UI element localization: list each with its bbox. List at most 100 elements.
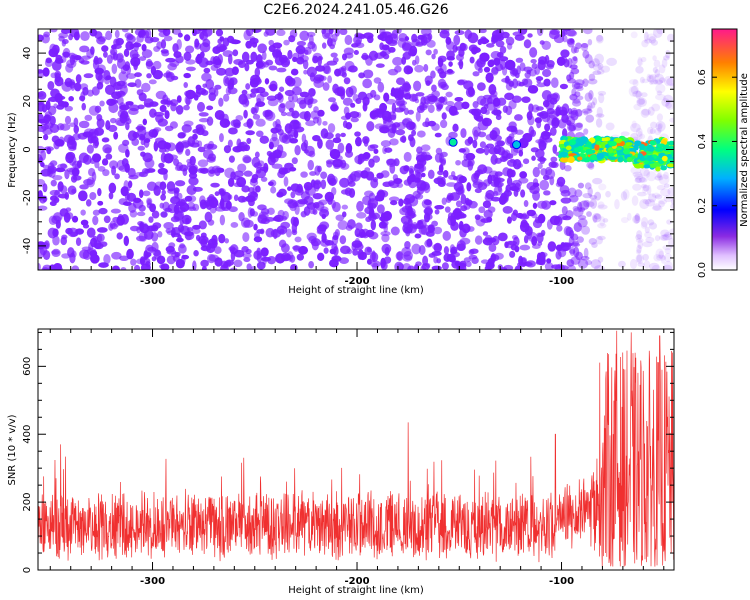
spectrogram-cell (573, 222, 582, 233)
spectrogram-cell (98, 207, 108, 215)
spectrogram-cell (578, 215, 587, 221)
spectrogram-cell (430, 70, 436, 79)
spectrogram-cell (350, 117, 359, 123)
spectrogram-cell (406, 66, 414, 74)
spectrogram-cell (476, 169, 484, 175)
spectrogram-cell (326, 37, 333, 47)
spectrogram-cell (597, 235, 606, 241)
spectrogram-cell (532, 190, 541, 201)
spectrogram-cell (382, 181, 392, 188)
spectrogram-cell (499, 59, 506, 71)
spectrogram-cell (563, 30, 568, 36)
spectrogram-cell (424, 117, 430, 128)
spectrogram-cell (661, 58, 668, 68)
spectrogram-cell (411, 243, 422, 255)
chart-title: C2E6.2024.241.05.46.G26 (263, 2, 449, 18)
spectrogram-cell (502, 105, 508, 113)
spectrogram-cell (185, 96, 191, 106)
spectrogram-cell (296, 40, 307, 47)
spectrogram-cell (634, 212, 641, 224)
spectrogram-cell (457, 61, 464, 66)
spectrogram-cell (168, 154, 179, 160)
spectrogram-cell (92, 209, 101, 216)
spectrogram-cell (244, 98, 250, 107)
spectrogram-cell (219, 198, 225, 209)
spectrogram-cell (373, 77, 382, 84)
spectrogram-cell (251, 29, 262, 33)
spectrogram-cell (402, 81, 411, 92)
spectrogram-cell (356, 200, 364, 212)
spectrogram-cell (202, 149, 214, 159)
y-tick-label: 40 (22, 47, 33, 60)
spectrogram-cell (86, 49, 95, 59)
spectrogram-cell (277, 93, 284, 104)
spectrogram-cell (327, 175, 338, 186)
spectrogram-cell (360, 170, 369, 179)
spectrogram-cell (362, 152, 370, 162)
spectrogram-cell (339, 235, 347, 245)
spectrogram-cell (175, 104, 184, 115)
y-tick-label: 600 (22, 357, 33, 376)
spectrogram-cell (382, 53, 390, 60)
spectrogram-cell (66, 167, 75, 173)
spectrogram-cell (302, 59, 309, 70)
spectrogram-cell (648, 36, 656, 44)
spectrogram-cell (600, 65, 611, 73)
signal-cell (620, 137, 629, 142)
spectrogram-cell (230, 221, 239, 228)
spectrogram-cell (632, 171, 643, 178)
spectrogram-cell (447, 194, 452, 201)
spectrogram-cell (138, 56, 147, 62)
spectrogram-cell (163, 222, 174, 230)
spectrogram-cell (77, 132, 88, 140)
spectrogram-cell (566, 38, 575, 45)
y-tick-label: 0 (22, 146, 33, 152)
spectrogram-cell (583, 247, 589, 259)
spectrogram-cell (129, 209, 138, 218)
spectrogram-cell (139, 257, 151, 265)
spectrogram-cell (364, 190, 374, 197)
spectrogram-cell (260, 228, 265, 235)
spectrogram-cell (243, 170, 253, 177)
x-tick-label: -200 (345, 276, 370, 287)
spectrogram-cell (406, 212, 417, 219)
spectrogram-cell (292, 52, 300, 61)
spectrogram-cell (163, 35, 173, 42)
spectrogram-cell (399, 207, 410, 216)
spectrogram-cell (460, 128, 467, 139)
spectrogram-cell (398, 86, 404, 97)
spectrogram-cell (83, 128, 95, 136)
spectrogram-cell (109, 223, 118, 230)
spectrogram-cell (149, 101, 159, 107)
spectrogram-cell (664, 231, 672, 238)
spectrogram-cell (219, 190, 226, 196)
spectrogram-cell (146, 181, 157, 191)
spectrogram-cell (266, 150, 273, 157)
spectrogram-cell (191, 228, 201, 234)
spectrogram-cell (502, 206, 513, 214)
spectrogram-cell (202, 38, 211, 48)
spectrogram-cell (467, 136, 474, 145)
snr-y-label: SNR (10 * v/v) (7, 414, 18, 485)
spectrogram-cell (216, 67, 227, 76)
spectrogram-cell (290, 68, 299, 76)
spectrogram-cell (636, 230, 643, 240)
spectrogram-cell (485, 72, 494, 83)
spectrogram-cell (504, 241, 509, 249)
signal-cell (646, 145, 655, 152)
spectrogram-cell (158, 162, 165, 169)
spectrogram-cell (207, 253, 216, 264)
spectrogram-cell (175, 55, 184, 64)
spectrogram-cell (556, 176, 566, 187)
spectrogram-cell (134, 264, 141, 270)
spectrogram-cell (571, 100, 582, 107)
spectrogram-cell (477, 38, 483, 46)
spectrogram-cell (409, 169, 415, 179)
spectrogram-cell (452, 175, 458, 181)
spectrogram-cell (588, 90, 594, 100)
spectrogram-cell (321, 29, 327, 35)
spectrogram-cell (427, 120, 437, 127)
spectrogram-cell (655, 248, 665, 259)
signal-cell (634, 140, 642, 147)
spectrogram-cell (534, 117, 542, 124)
